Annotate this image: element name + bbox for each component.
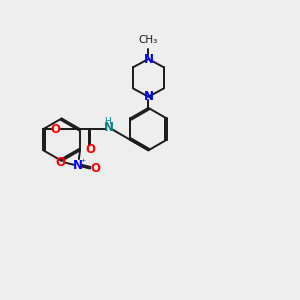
Text: +: + <box>80 158 86 163</box>
Text: N: N <box>143 52 153 65</box>
Text: H: H <box>104 117 111 126</box>
Text: -: - <box>52 152 54 161</box>
Text: N: N <box>143 90 153 103</box>
Text: N: N <box>104 122 114 134</box>
Text: CH₃: CH₃ <box>139 35 158 45</box>
Text: O: O <box>90 162 100 175</box>
Text: O: O <box>55 156 65 169</box>
Text: N: N <box>73 159 83 172</box>
Text: O: O <box>85 143 95 156</box>
Text: O: O <box>51 123 61 136</box>
